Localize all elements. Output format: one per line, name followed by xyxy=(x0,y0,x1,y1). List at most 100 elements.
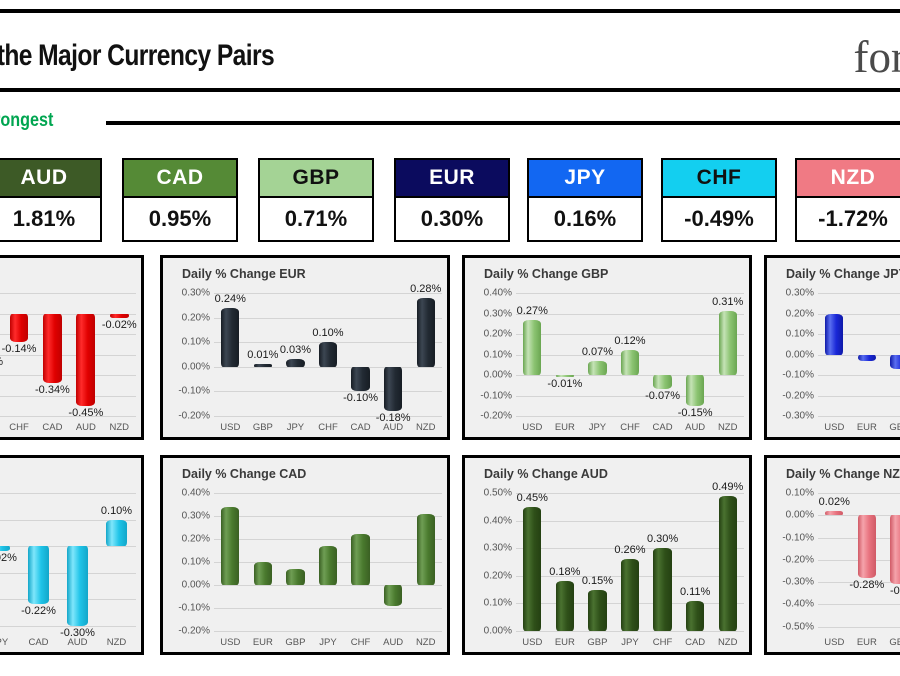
bar-chf[interactable] xyxy=(318,342,338,367)
chart-panel-jpy[interactable]: Daily % Change JPY 0.30% 0.20% 0.10% 0.00% -0… xyxy=(764,255,900,440)
chart-panel-eur[interactable]: Daily % Change EUR 0.30% 0.20% 0.10% 0.00% -0… xyxy=(160,255,450,440)
x-axis-tick: GBP xyxy=(587,637,608,648)
gridline xyxy=(0,395,136,397)
bar-usd[interactable] xyxy=(221,506,240,585)
y-axis-tick: 0.30% xyxy=(785,287,814,299)
bar-eur[interactable] xyxy=(555,375,574,378)
x-axis-tick: CHF xyxy=(350,637,371,648)
strength-card-jpy[interactable]: JPY 0.16% xyxy=(527,158,643,242)
bar-aud[interactable] xyxy=(384,366,403,412)
bar-value-label: 0.10% xyxy=(100,504,133,517)
bar-eur[interactable] xyxy=(253,562,272,585)
y-axis-tick: -0.30% xyxy=(782,410,814,422)
bar-chf[interactable] xyxy=(620,350,640,375)
bar-value-label: -0.34% xyxy=(34,384,70,397)
bar-cad[interactable] xyxy=(43,313,62,384)
chart-panel-gbp[interactable]: Daily % Change GBP 0.40% 0.30% 0.20% 0.10% 0.… xyxy=(462,255,752,440)
bar-value-label: 0.45% xyxy=(516,491,548,504)
bar-aud[interactable] xyxy=(686,375,705,406)
bar-gbp[interactable] xyxy=(890,515,900,585)
bar-cad[interactable] xyxy=(686,600,705,631)
x-axis-tick: NZD xyxy=(717,637,738,648)
bar-eur[interactable] xyxy=(857,354,876,361)
bar-value-label: 0.26% xyxy=(614,544,646,557)
x-axis-tick: GBP xyxy=(252,422,273,433)
bar-gbp[interactable] xyxy=(588,589,607,631)
strength-card-cad[interactable]: CAD 0.95% xyxy=(122,158,238,242)
bar-usd[interactable] xyxy=(523,506,542,631)
bar-gbp[interactable] xyxy=(253,364,272,367)
strength-card-value: -0.49% xyxy=(661,198,777,242)
bar-aud[interactable] xyxy=(76,313,96,406)
bar-nzd[interactable] xyxy=(416,513,435,585)
chart-panel-cad[interactable]: Daily % Change CAD 0.40% 0.30% 0.20% 0.10% 0.… xyxy=(160,455,450,655)
strength-card-aud[interactable]: AUD 1.81% xyxy=(0,158,102,242)
gridline xyxy=(818,604,900,606)
x-axis-tick: USD xyxy=(824,422,845,433)
y-axis-tick: 0.00% xyxy=(181,361,210,373)
y-axis-tick: -0.30% xyxy=(782,576,814,588)
bar-aud[interactable] xyxy=(384,585,403,606)
y-axis-tick: -0.20% xyxy=(782,554,814,566)
y-axis-tick: 0.40% xyxy=(483,287,512,299)
bar-chf[interactable] xyxy=(9,313,29,343)
y-axis-tick: 0.40% xyxy=(181,487,210,499)
bar-aud[interactable] xyxy=(66,546,89,626)
y-axis-tick: -0.40% xyxy=(782,598,814,610)
bar-cad[interactable] xyxy=(653,375,672,390)
strength-card-value: 0.30% xyxy=(394,198,510,242)
x-axis-tick: USD xyxy=(824,637,845,648)
chart-panel-usd[interactable]: Daily % Change USD0.10%0.00%-0.10%-0.20%… xyxy=(0,255,144,440)
bar-nzd[interactable] xyxy=(718,311,737,375)
bar-value-label: -0.01% xyxy=(547,378,583,391)
strength-card-code: CAD xyxy=(122,158,238,198)
strength-card-nzd[interactable]: NZD -1.72% xyxy=(795,158,900,242)
gridline xyxy=(214,585,442,586)
bar-usd[interactable] xyxy=(825,313,844,355)
bar-usd[interactable] xyxy=(221,307,240,367)
bar-value-label: 0.11% xyxy=(679,585,711,598)
gridline xyxy=(818,626,900,628)
gridline xyxy=(516,548,744,550)
strength-card-value: 0.71% xyxy=(258,198,374,242)
x-axis-tick: CAD xyxy=(685,637,706,648)
bar-nzd[interactable] xyxy=(416,297,435,367)
plot-area: 0.30% 0.20% 0.10% 0.00% -0.10% -0.20% -0.30% US… xyxy=(782,288,900,433)
bar-nzd[interactable] xyxy=(105,519,128,547)
plot-area: 0.10% 0.00% -0.10% -0.20% -0.30% -0.40% -0.50%… xyxy=(782,488,900,648)
bar-chf[interactable] xyxy=(351,534,370,585)
strength-card-chf[interactable]: CHF -0.49% xyxy=(661,158,777,242)
gridline xyxy=(818,293,900,294)
chart-panel-chf[interactable]: Daily % Change CHF0.20%0.10%0.00%-0.10%-… xyxy=(0,455,144,655)
strength-card-gbp[interactable]: GBP 0.71% xyxy=(258,158,374,242)
bar-cad[interactable] xyxy=(27,546,50,605)
bar-jpy[interactable] xyxy=(318,545,338,585)
strongest-divider xyxy=(106,121,900,125)
bar-usd[interactable] xyxy=(825,510,844,516)
strength-card-eur[interactable]: EUR 0.30% xyxy=(394,158,510,242)
chart-panel-aud[interactable]: Daily % Change AUD 0.50% 0.40% 0.30% 0.20% 0.… xyxy=(462,455,752,655)
bar-jpy[interactable] xyxy=(620,559,640,631)
bar-jpy[interactable] xyxy=(286,359,305,367)
bar-cad[interactable] xyxy=(351,366,370,392)
plot-area: 0.30% 0.20% 0.10% 0.00% -0.10% -0.20% 0.24% USD… xyxy=(178,283,442,433)
strength-card-code: JPY xyxy=(527,158,643,198)
gridline xyxy=(818,375,900,376)
x-axis-tick: NZD xyxy=(717,422,738,433)
bar-jpy[interactable] xyxy=(0,546,11,552)
gridline xyxy=(0,354,136,356)
bar-usd[interactable] xyxy=(523,319,542,375)
bar-chf[interactable] xyxy=(653,548,672,631)
gridline xyxy=(214,493,442,494)
bar-nzd[interactable] xyxy=(109,313,129,318)
bar-eur[interactable] xyxy=(857,515,876,578)
x-axis-tick: EUR xyxy=(856,637,877,648)
bar-nzd[interactable] xyxy=(718,495,737,631)
bar-gbp[interactable] xyxy=(890,354,900,369)
chart-panel-nzd[interactable]: Daily % Change NZD 0.10% 0.00% -0.10% -0.20%… xyxy=(764,455,900,655)
strength-card-value: 0.16% xyxy=(527,198,643,242)
bar-jpy[interactable] xyxy=(588,360,607,375)
bar-eur[interactable] xyxy=(555,581,574,631)
bar-gbp[interactable] xyxy=(286,568,305,585)
bar-value-label: 0.15% xyxy=(581,574,614,587)
